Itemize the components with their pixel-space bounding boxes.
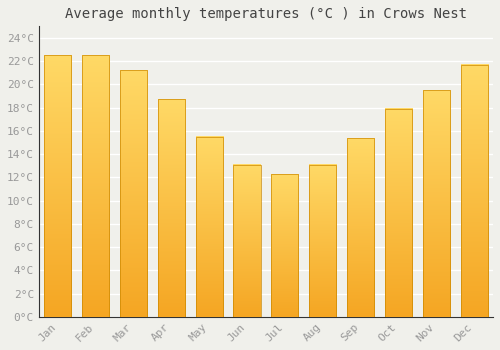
Bar bbox=[82, 55, 109, 317]
Bar bbox=[271, 174, 298, 317]
Bar bbox=[234, 164, 260, 317]
Bar bbox=[309, 164, 336, 317]
Bar bbox=[422, 90, 450, 317]
Bar bbox=[158, 99, 185, 317]
Bar bbox=[460, 65, 488, 317]
Bar bbox=[196, 137, 223, 317]
Bar bbox=[385, 109, 412, 317]
Bar bbox=[120, 70, 147, 317]
Bar bbox=[44, 55, 72, 317]
Title: Average monthly temperatures (°C ) in Crows Nest: Average monthly temperatures (°C ) in Cr… bbox=[65, 7, 467, 21]
Bar bbox=[347, 138, 374, 317]
